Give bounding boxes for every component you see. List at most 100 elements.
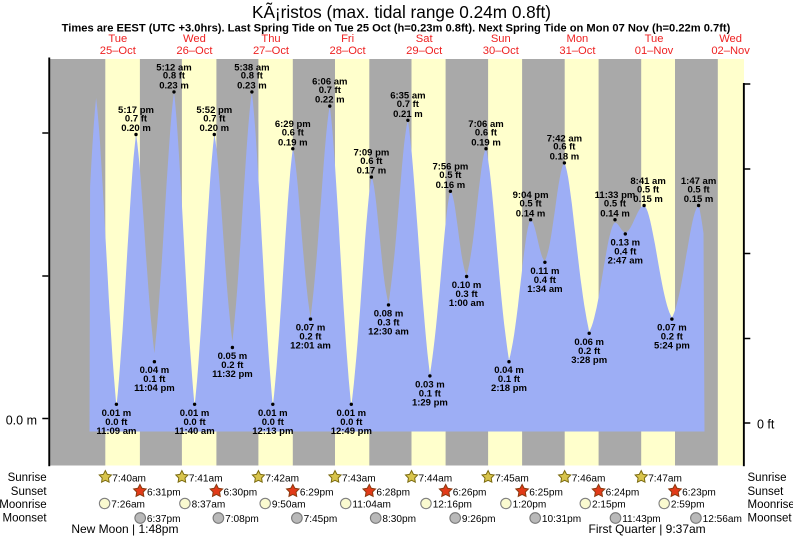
svg-text:1:20pm: 1:20pm bbox=[513, 500, 547, 511]
svg-text:11:04am: 11:04am bbox=[352, 500, 391, 511]
svg-text:0.6 ft: 0.6 ft bbox=[475, 128, 498, 139]
svg-text:0.2 ft: 0.2 ft bbox=[661, 332, 684, 343]
svg-text:Sat: Sat bbox=[416, 33, 434, 45]
svg-text:0.4 ft: 0.4 ft bbox=[534, 275, 557, 286]
svg-text:1:00 am: 1:00 am bbox=[449, 298, 484, 309]
svg-text:5:12 am: 5:12 am bbox=[156, 62, 191, 73]
svg-text:0.07 m: 0.07 m bbox=[296, 323, 326, 334]
svg-text:9:04 pm: 9:04 pm bbox=[513, 190, 549, 201]
svg-text:11:32 pm: 11:32 pm bbox=[212, 369, 253, 380]
svg-text:6:26pm: 6:26pm bbox=[453, 487, 487, 498]
svg-text:0.01 m: 0.01 m bbox=[102, 408, 132, 419]
svg-text:26–Oct: 26–Oct bbox=[176, 45, 213, 57]
svg-text:8:41 am: 8:41 am bbox=[630, 176, 665, 187]
svg-text:3:28 pm: 3:28 pm bbox=[571, 355, 607, 366]
svg-text:5:24 pm: 5:24 pm bbox=[654, 341, 690, 352]
svg-text:6:29 pm: 6:29 pm bbox=[275, 119, 311, 130]
svg-text:0.14 m: 0.14 m bbox=[600, 208, 630, 219]
svg-text:Moonset: Moonset bbox=[2, 513, 47, 525]
svg-text:Moonrise: Moonrise bbox=[0, 499, 47, 511]
svg-text:0.20 m: 0.20 m bbox=[200, 123, 230, 134]
svg-text:11:43pm: 11:43pm bbox=[622, 514, 661, 525]
svg-text:0.05 m: 0.05 m bbox=[218, 351, 248, 362]
svg-text:7:09 pm: 7:09 pm bbox=[353, 148, 389, 159]
svg-text:0.21 m: 0.21 m bbox=[393, 109, 423, 120]
svg-text:0.5 ft: 0.5 ft bbox=[604, 199, 627, 210]
svg-text:0.01 m: 0.01 m bbox=[337, 408, 367, 419]
svg-text:7:26am: 7:26am bbox=[111, 500, 145, 511]
svg-text:0.0 ft: 0.0 ft bbox=[262, 417, 285, 428]
svg-text:7:43am: 7:43am bbox=[342, 473, 376, 484]
svg-text:Sunrise: Sunrise bbox=[748, 472, 787, 484]
svg-text:0.18 m: 0.18 m bbox=[550, 152, 580, 163]
svg-text:0.23 m: 0.23 m bbox=[237, 81, 267, 92]
svg-text:0.16 m: 0.16 m bbox=[436, 180, 466, 191]
svg-text:7:06 am: 7:06 am bbox=[468, 119, 503, 130]
svg-text:11:33 pm: 11:33 pm bbox=[595, 190, 636, 201]
svg-text:0.8 ft: 0.8 ft bbox=[163, 71, 186, 82]
svg-text:6:30pm: 6:30pm bbox=[224, 487, 258, 498]
svg-text:Thu: Thu bbox=[261, 33, 280, 45]
svg-text:0.6 ft: 0.6 ft bbox=[282, 128, 305, 139]
svg-text:12:49 pm: 12:49 pm bbox=[331, 426, 372, 437]
svg-text:7:56 pm: 7:56 pm bbox=[432, 162, 468, 173]
svg-text:28–Oct: 28–Oct bbox=[330, 45, 367, 57]
svg-text:6:29pm: 6:29pm bbox=[300, 487, 334, 498]
svg-text:0.6 ft: 0.6 ft bbox=[553, 142, 576, 153]
svg-text:Mon: Mon bbox=[567, 33, 589, 45]
svg-text:10:31pm: 10:31pm bbox=[542, 514, 581, 525]
svg-text:12:56am: 12:56am bbox=[703, 514, 742, 525]
svg-text:0.0 ft: 0.0 ft bbox=[184, 417, 207, 428]
svg-text:0.7 ft: 0.7 ft bbox=[319, 85, 342, 96]
svg-text:2:47 am: 2:47 am bbox=[608, 255, 643, 266]
svg-text:0 ft: 0 ft bbox=[757, 417, 775, 431]
svg-text:0.04 m: 0.04 m bbox=[140, 365, 170, 376]
svg-text:0.04 m: 0.04 m bbox=[494, 365, 524, 376]
svg-text:1:34 am: 1:34 am bbox=[527, 284, 562, 295]
svg-text:0.8 ft: 0.8 ft bbox=[241, 71, 264, 82]
svg-text:KÃ¡ristos (max. tidal range 0.: KÃ¡ristos (max. tidal range 0.24m 0.8ft) bbox=[252, 2, 551, 22]
svg-text:7:42 am: 7:42 am bbox=[547, 133, 582, 144]
svg-text:0.2 ft: 0.2 ft bbox=[221, 360, 244, 371]
svg-text:2:15pm: 2:15pm bbox=[592, 500, 626, 511]
svg-text:Sunset: Sunset bbox=[748, 486, 785, 498]
svg-text:1:29 pm: 1:29 pm bbox=[412, 397, 448, 408]
svg-text:Wed: Wed bbox=[183, 33, 206, 45]
svg-text:01–Nov: 01–Nov bbox=[635, 45, 674, 57]
svg-text:0.7 ft: 0.7 ft bbox=[397, 99, 420, 110]
svg-text:12:16pm: 12:16pm bbox=[433, 500, 472, 511]
svg-text:0.6 ft: 0.6 ft bbox=[360, 156, 383, 167]
svg-text:6:24pm: 6:24pm bbox=[606, 487, 640, 498]
svg-text:0.3 ft: 0.3 ft bbox=[377, 317, 400, 328]
svg-text:6:37pm: 6:37pm bbox=[147, 514, 181, 525]
svg-text:0.11 m: 0.11 m bbox=[530, 266, 559, 277]
svg-text:0.10 m: 0.10 m bbox=[452, 280, 482, 291]
svg-text:Sun: Sun bbox=[491, 33, 511, 45]
svg-text:0.22 m: 0.22 m bbox=[315, 95, 345, 106]
svg-text:6:25pm: 6:25pm bbox=[529, 487, 563, 498]
svg-text:Wed: Wed bbox=[719, 33, 742, 45]
svg-text:7:44am: 7:44am bbox=[419, 473, 453, 484]
svg-text:0.15 m: 0.15 m bbox=[684, 194, 714, 205]
svg-text:0.03 m: 0.03 m bbox=[415, 379, 445, 390]
svg-text:0.3 ft: 0.3 ft bbox=[456, 289, 479, 300]
svg-text:0.5 ft: 0.5 ft bbox=[688, 184, 711, 195]
svg-text:02–Nov: 02–Nov bbox=[711, 45, 750, 57]
svg-text:5:38 am: 5:38 am bbox=[234, 62, 269, 73]
svg-text:11:04 pm: 11:04 pm bbox=[134, 383, 175, 394]
svg-text:7:40am: 7:40am bbox=[112, 473, 146, 484]
svg-text:0.2 ft: 0.2 ft bbox=[578, 346, 601, 357]
svg-text:0.0 m: 0.0 m bbox=[6, 413, 37, 427]
svg-text:7:45pm: 7:45pm bbox=[304, 514, 338, 525]
svg-text:12:01 am: 12:01 am bbox=[290, 341, 331, 352]
svg-text:0.06 m: 0.06 m bbox=[574, 337, 604, 348]
svg-text:2:59pm: 2:59pm bbox=[671, 500, 705, 511]
svg-text:Sunset: Sunset bbox=[11, 486, 48, 498]
svg-text:6:23pm: 6:23pm bbox=[682, 487, 716, 498]
svg-text:0.01 m: 0.01 m bbox=[258, 408, 288, 419]
svg-text:0.19 m: 0.19 m bbox=[471, 137, 501, 148]
svg-text:8:30pm: 8:30pm bbox=[382, 514, 416, 525]
svg-text:0.5 ft: 0.5 ft bbox=[520, 199, 543, 210]
svg-text:0.15 m: 0.15 m bbox=[633, 194, 663, 205]
svg-text:0.1 ft: 0.1 ft bbox=[143, 374, 166, 385]
